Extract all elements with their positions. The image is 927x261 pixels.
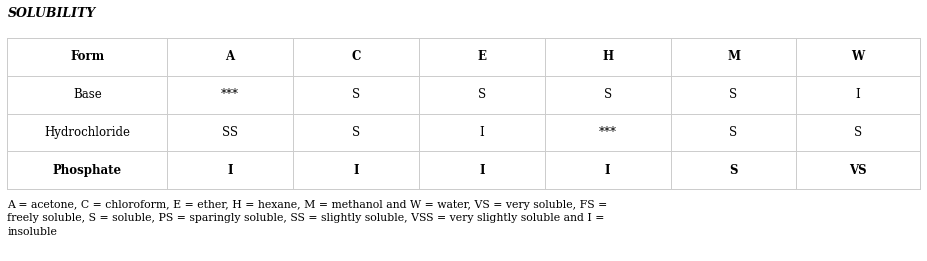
Text: Form: Form (70, 50, 105, 63)
Text: Base: Base (73, 88, 102, 101)
Text: I: I (227, 164, 233, 177)
Text: S: S (730, 88, 738, 101)
Text: I: I (353, 164, 359, 177)
Text: I: I (479, 164, 485, 177)
Text: I: I (856, 88, 860, 101)
Text: SOLUBILITY: SOLUBILITY (7, 7, 95, 20)
Text: Hydrochloride: Hydrochloride (44, 126, 130, 139)
Text: ***: *** (221, 88, 239, 101)
Text: M: M (727, 50, 740, 63)
Text: E: E (477, 50, 487, 63)
Text: S: S (603, 88, 612, 101)
Text: SS: SS (222, 126, 238, 139)
Text: S: S (352, 126, 360, 139)
Text: A: A (225, 50, 235, 63)
Text: A = acetone, C = chloroform, E = ether, H = hexane, M = methanol and W = water, : A = acetone, C = chloroform, E = ether, … (7, 200, 608, 237)
Bar (7, 38, 920, 189)
Text: S: S (352, 88, 360, 101)
Text: S: S (730, 164, 738, 177)
Text: I: I (479, 126, 484, 139)
Text: S: S (854, 126, 862, 139)
Text: H: H (602, 50, 613, 63)
Text: Phosphate: Phosphate (53, 164, 121, 177)
Text: S: S (730, 126, 738, 139)
Text: I: I (605, 164, 610, 177)
Text: ***: *** (599, 126, 616, 139)
Text: W: W (851, 50, 865, 63)
Text: C: C (351, 50, 361, 63)
Text: S: S (477, 88, 486, 101)
Text: VS: VS (849, 164, 867, 177)
